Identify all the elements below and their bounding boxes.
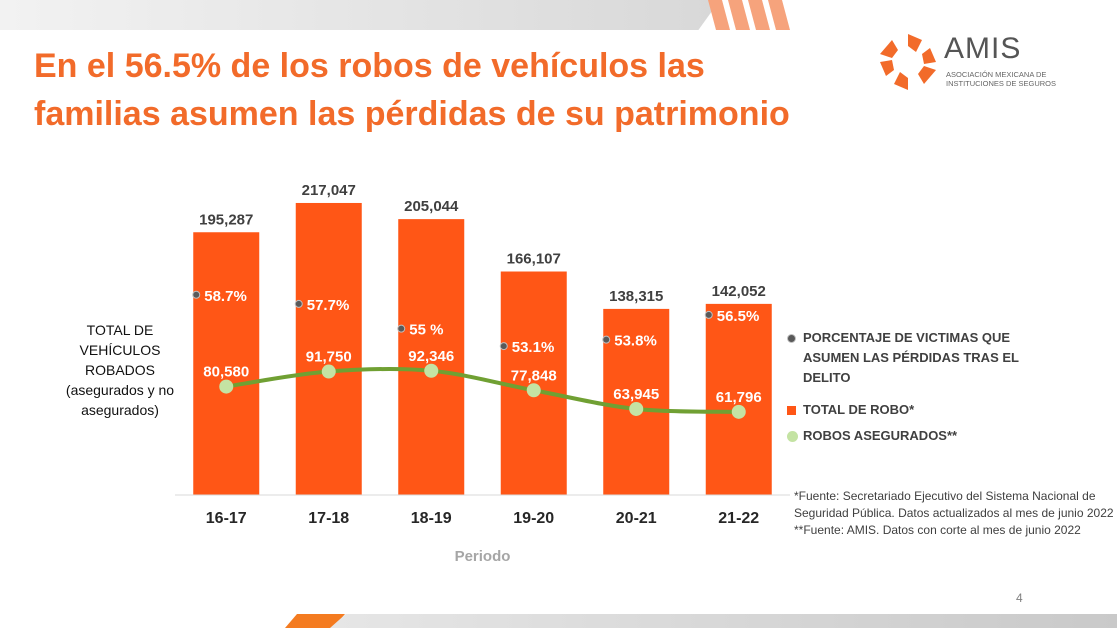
legend-label-total: TOTAL DE ROBO* bbox=[803, 402, 915, 417]
y-label-line-2: VEHÍCULOS bbox=[79, 342, 161, 358]
bottom-decorative-band bbox=[330, 614, 1117, 628]
percentage-label: 56.5% bbox=[717, 308, 760, 325]
x-tick-label: 21-22 bbox=[718, 510, 759, 527]
legend-square-icon bbox=[787, 406, 796, 415]
insured-value-label: 61,796 bbox=[716, 389, 762, 406]
insured-point bbox=[219, 379, 234, 394]
source-line-1: *Fuente: Secretariado Ejecutivo del Sist… bbox=[794, 489, 1114, 520]
x-tick-label: 17-18 bbox=[308, 510, 349, 527]
insured-point bbox=[424, 363, 439, 378]
bar bbox=[500, 271, 567, 495]
y-axis-label: TOTAL DE VEHÍCULOS ROBADOS (asegurados y… bbox=[50, 320, 190, 420]
insured-point bbox=[321, 364, 336, 379]
percentage-label: 57.7% bbox=[307, 297, 350, 314]
insured-value-label: 91,750 bbox=[306, 349, 352, 366]
insured-value-label: 80,580 bbox=[203, 364, 249, 381]
legend-dot-icon bbox=[787, 334, 796, 343]
logo-subtitle-line-1: Asociación Mexicana de bbox=[946, 70, 1047, 79]
insured-value-label: 92,346 bbox=[408, 348, 454, 365]
top-stripes-decoration bbox=[708, 0, 790, 30]
y-label-line-5: asegurados) bbox=[81, 402, 159, 418]
bar bbox=[398, 219, 465, 495]
legend-item-insured: ROBOS ASEGURADOS** bbox=[787, 426, 1047, 446]
y-label-line-4: (asegurados y no bbox=[65, 382, 175, 398]
legend-item-percentage: PORCENTAJE DE VICTIMAS QUE ASUMEN LAS PÉ… bbox=[787, 328, 1047, 388]
logo-subtitle: Asociación Mexicana de Instituciones de … bbox=[946, 70, 1066, 88]
legend-circle-icon bbox=[787, 431, 798, 442]
logo-subtitle-line-2: Instituciones de Seguros bbox=[946, 79, 1057, 88]
bar-value-label: 205,044 bbox=[404, 198, 459, 215]
y-label-line-1: TOTAL DE bbox=[86, 322, 154, 338]
insured-value-label: 77,848 bbox=[511, 367, 557, 384]
amis-logo: AMIS Asociación Mexicana de Institucione… bbox=[878, 30, 1078, 100]
x-tick-label: 19-20 bbox=[513, 510, 554, 527]
insured-point bbox=[526, 383, 541, 398]
x-tick-label: 16-17 bbox=[206, 510, 247, 527]
sources-note: *Fuente: Secretariado Ejecutivo del Sist… bbox=[794, 488, 1114, 539]
vehicle-theft-chart: 195,287 217,047 205,044 166,107 138,315 142,0… bbox=[175, 182, 790, 565]
percentage-label: 53.8% bbox=[614, 333, 657, 350]
bar bbox=[295, 202, 362, 495]
percentage-label: 58.7% bbox=[204, 288, 247, 305]
title-line-1: En el 56.5% de los robos de vehículos la… bbox=[34, 47, 705, 85]
percentage-point bbox=[397, 324, 406, 333]
legend-item-total: TOTAL DE ROBO* bbox=[787, 400, 1047, 420]
percentage-point bbox=[704, 310, 713, 319]
bar-value-label: 138,315 bbox=[609, 288, 663, 305]
bar-value-label: 142,052 bbox=[712, 283, 766, 300]
percentage-label: 55 % bbox=[409, 322, 443, 339]
slide-title: En el 56.5% de los robos de vehículos la… bbox=[34, 42, 864, 138]
insured-point bbox=[629, 401, 644, 416]
bottom-accent-band bbox=[285, 614, 345, 628]
bar bbox=[193, 232, 260, 495]
x-tick-label: 18-19 bbox=[411, 510, 452, 527]
legend-label-insured: ROBOS ASEGURADOS** bbox=[803, 428, 958, 443]
insured-series-line bbox=[225, 366, 739, 414]
percentage-point bbox=[602, 335, 611, 344]
insured-point bbox=[731, 404, 746, 419]
bar-value-label: 166,107 bbox=[507, 251, 561, 268]
x-tick-label: 20-21 bbox=[616, 510, 657, 527]
title-line-2: familias asumen las pérdidas de su patri… bbox=[34, 95, 790, 133]
percentage-point bbox=[192, 290, 201, 299]
bar bbox=[705, 303, 772, 495]
insured-value-label: 63,945 bbox=[613, 386, 659, 403]
bar-value-label: 217,047 bbox=[302, 182, 356, 199]
y-label-line-3: ROBADOS bbox=[84, 362, 155, 378]
chart-legend: PORCENTAJE DE VICTIMAS QUE ASUMEN LAS PÉ… bbox=[787, 328, 1047, 446]
top-decorative-band bbox=[0, 0, 720, 30]
bar-value-label: 195,287 bbox=[199, 211, 253, 228]
source-line-2: **Fuente: AMIS. Datos con corte al mes d… bbox=[794, 523, 1081, 537]
percentage-point bbox=[499, 342, 508, 351]
bar bbox=[603, 308, 670, 495]
x-axis-title: Periodo bbox=[455, 548, 511, 565]
logo-name: AMIS bbox=[944, 32, 1022, 65]
page-number: 4 bbox=[1016, 591, 1023, 605]
amis-logo-icon bbox=[880, 34, 936, 90]
percentage-label: 53.1% bbox=[512, 339, 555, 356]
legend-label-percentage: PORCENTAJE DE VICTIMAS QUE ASUMEN LAS PÉ… bbox=[803, 330, 1019, 385]
percentage-point bbox=[294, 299, 303, 308]
